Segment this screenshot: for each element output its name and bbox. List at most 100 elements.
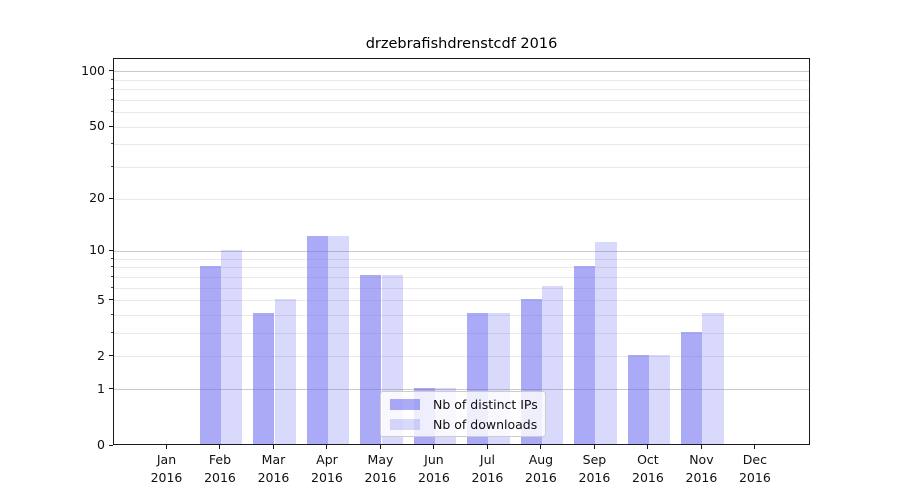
minor-gridline <box>114 112 809 114</box>
x-tick-year: 2016 <box>471 470 504 486</box>
bar-distinct-ips-apr <box>306 235 328 444</box>
y-tick-label: 2 <box>97 347 105 363</box>
legend-label-distinct-ips: Nb of distinct IPs <box>433 396 538 412</box>
bar-downloads-mar <box>274 298 296 444</box>
x-tick-label-apr: Apr 2016 <box>295 451 359 487</box>
y-minor-tick-mark <box>111 266 113 268</box>
x-tick-label-jun: Jun 2016 <box>402 451 466 487</box>
bar-downloads-aug <box>541 286 564 444</box>
y-minor-tick-mark <box>111 165 113 167</box>
x-tick-year: 2016 <box>685 470 718 486</box>
x-tick-month: May <box>367 452 394 467</box>
x-tick-month: Jul <box>479 452 495 467</box>
x-tick-mark <box>486 445 488 449</box>
x-tick-mark <box>379 445 381 449</box>
y-minor-tick-mark <box>111 257 113 259</box>
legend-row-distinct-ips: Nb of distinct IPs <box>381 397 545 412</box>
y-tick-label: 0 <box>97 436 105 452</box>
minor-gridline <box>114 79 809 81</box>
x-tick-month: Apr <box>316 452 338 467</box>
y-tick-mark <box>109 197 113 199</box>
y-tick-mark <box>109 299 113 301</box>
y-minor-tick-mark <box>111 98 113 100</box>
minor-gridline <box>114 144 809 146</box>
x-tick-year: 2016 <box>150 470 183 486</box>
x-tick-year: 2016 <box>204 470 236 486</box>
x-tick-mark <box>272 445 274 449</box>
minor-gridline <box>114 276 809 278</box>
y-tick-mark <box>109 249 113 251</box>
x-tick-mark <box>219 445 221 449</box>
bar-distinct-ips-nov <box>681 331 703 444</box>
y-tick-mark <box>109 388 113 390</box>
minor-gridline <box>114 89 809 91</box>
x-tick-label-nov: Nov 2016 <box>669 451 733 487</box>
legend-row-downloads: Nb of downloads <box>381 417 545 432</box>
y-minor-tick-mark <box>111 78 113 80</box>
x-tick-label-jan: Jan 2016 <box>134 451 198 487</box>
y-minor-tick-mark <box>111 275 113 277</box>
x-tick-mark <box>326 445 328 449</box>
x-tick-mark <box>700 445 702 449</box>
x-tick-label-mar: Mar 2016 <box>241 451 305 487</box>
legend-label-downloads: Nb of downloads <box>433 416 538 432</box>
x-tick-mark <box>593 445 595 449</box>
minor-gridline <box>114 333 809 335</box>
x-tick-label-sep: Sep 2016 <box>562 451 626 487</box>
bar-distinct-ips-mar <box>253 313 275 444</box>
y-tick-label: 1 <box>97 380 105 396</box>
y-tick-mark <box>109 125 113 127</box>
y-minor-tick-mark <box>111 313 113 315</box>
x-tick-label-dec: Dec 2016 <box>723 451 787 487</box>
y-tick-label: 20 <box>89 189 105 205</box>
bar-downloads-feb <box>221 249 243 444</box>
y-minor-tick-mark <box>111 286 113 288</box>
bar-downloads-sep <box>595 242 617 444</box>
minor-gridline <box>114 99 809 101</box>
bar-downloads-oct <box>648 354 671 444</box>
minor-gridline <box>114 356 809 358</box>
x-tick-mark <box>647 445 649 449</box>
bar-distinct-ips-sep <box>574 265 596 444</box>
y-tick-label: 50 <box>89 117 105 133</box>
x-tick-mark <box>540 445 542 449</box>
x-tick-year: 2016 <box>578 470 611 486</box>
x-tick-year: 2016 <box>364 470 397 486</box>
major-gridline <box>114 389 809 391</box>
x-tick-month: Mar <box>261 452 286 467</box>
bar-distinct-ips-oct <box>627 354 649 444</box>
plot-area: Nb of distinct IPs Nb of downloads <box>113 58 810 445</box>
minor-gridline <box>114 267 809 269</box>
x-tick-year: 2016 <box>738 470 771 486</box>
minor-gridline <box>114 258 809 260</box>
y-minor-tick-mark <box>111 143 113 145</box>
x-tick-year: 2016 <box>632 470 664 486</box>
minor-gridline <box>114 314 809 316</box>
x-tick-year: 2016 <box>418 470 450 486</box>
y-tick-mark <box>109 444 113 446</box>
y-tick-label: 10 <box>89 242 105 258</box>
x-tick-label-aug: Aug 2016 <box>509 451 573 487</box>
legend-swatch-distinct-ips <box>390 398 420 410</box>
y-tick-label: 100 <box>81 62 105 78</box>
x-tick-year: 2016 <box>311 470 343 486</box>
x-tick-label-jul: Jul 2016 <box>455 451 519 487</box>
x-tick-month: Dec <box>742 452 767 467</box>
minor-gridline <box>114 287 809 289</box>
x-tick-mark <box>754 445 756 449</box>
legend: Nb of distinct IPs Nb of downloads <box>380 391 546 437</box>
x-tick-mark <box>433 445 435 449</box>
x-tick-year: 2016 <box>257 470 290 486</box>
chart-title: drzebrafishdrenstcdf 2016 <box>365 36 558 52</box>
legend-swatch-downloads <box>390 418 420 430</box>
major-gridline <box>114 250 809 252</box>
y-minor-tick-mark <box>111 88 113 90</box>
minor-gridline <box>114 166 809 168</box>
bar-distinct-ips-may <box>360 275 382 444</box>
x-tick-year: 2016 <box>525 470 557 486</box>
minor-gridline <box>114 300 809 302</box>
y-minor-tick-mark <box>111 332 113 334</box>
bar-downloads-nov <box>702 313 724 444</box>
x-tick-label-feb: Feb 2016 <box>188 451 252 487</box>
